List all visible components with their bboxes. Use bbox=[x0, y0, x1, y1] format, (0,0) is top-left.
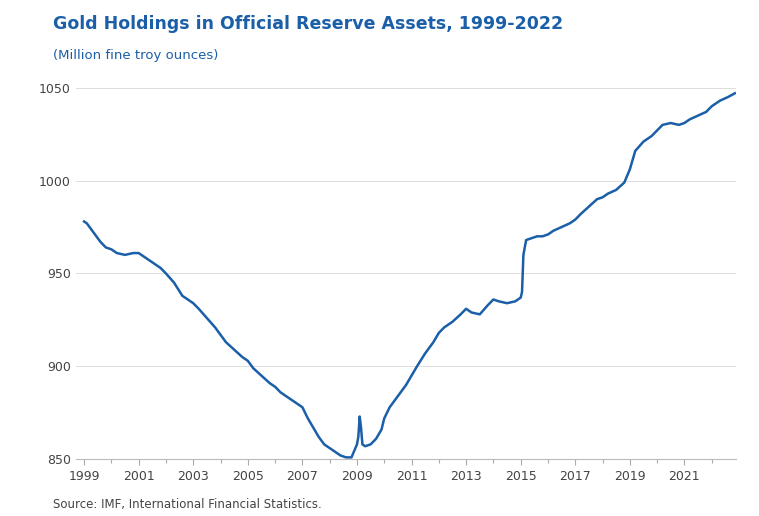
Text: Source: IMF, International Financial Statistics.: Source: IMF, International Financial Sta… bbox=[53, 498, 322, 511]
Text: (Million fine troy ounces): (Million fine troy ounces) bbox=[53, 49, 219, 62]
Text: Gold Holdings in Official Reserve Assets, 1999-2022: Gold Holdings in Official Reserve Assets… bbox=[53, 15, 563, 34]
